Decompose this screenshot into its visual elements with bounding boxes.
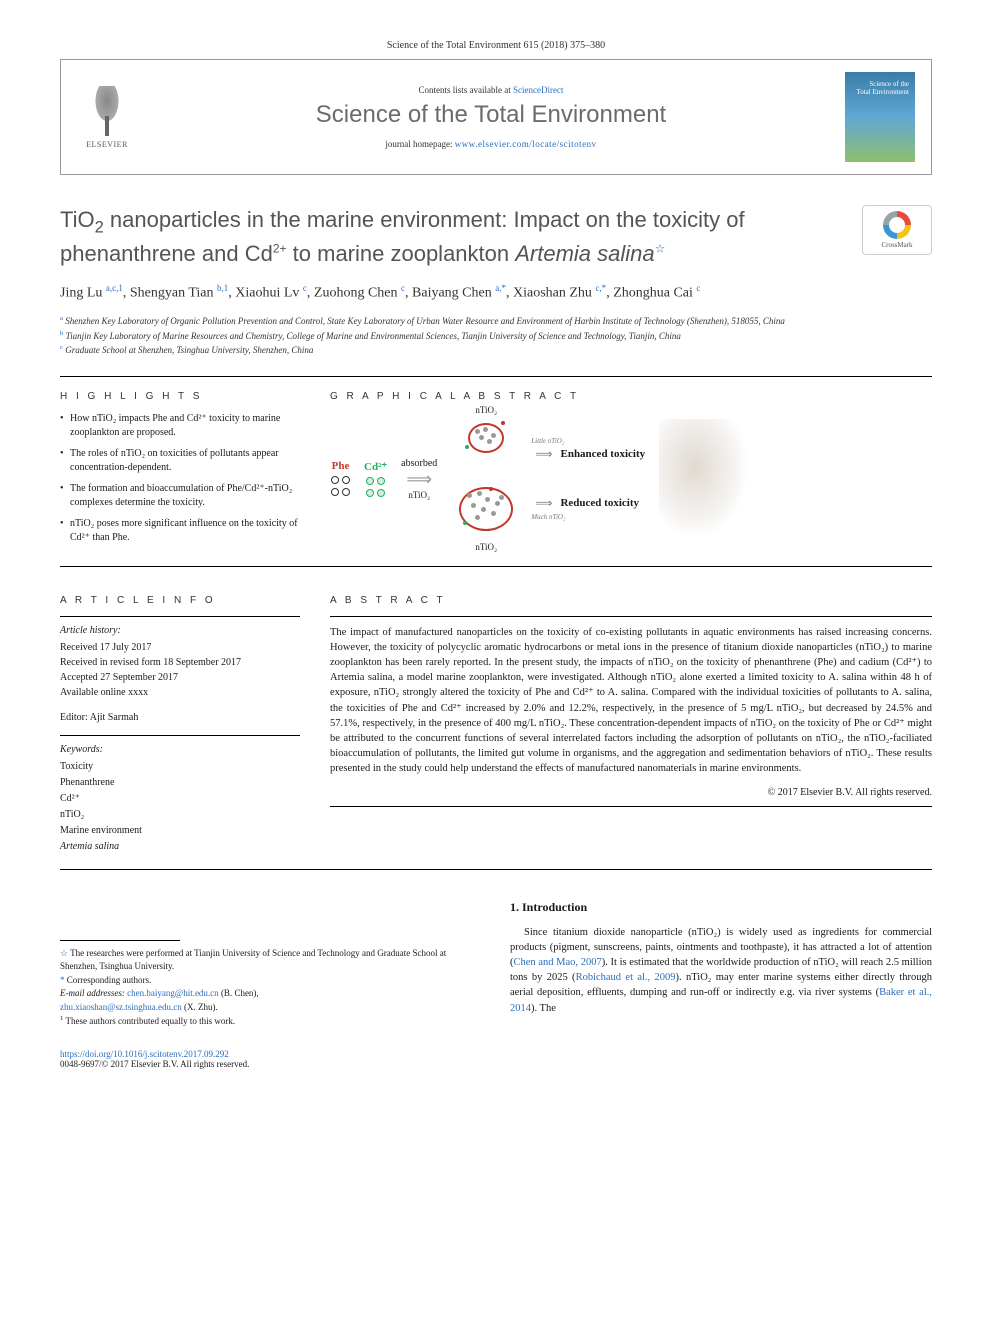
- keyword-item: Phenanthrene: [60, 775, 300, 791]
- cd-molecules: Cd²⁺: [364, 460, 387, 497]
- author-name: Baiyang Chen: [412, 286, 492, 301]
- author-name: Xiaohui Lv: [235, 286, 299, 301]
- crossmark-badge[interactable]: CrossMark: [862, 205, 932, 255]
- crossmark-label: CrossMark: [881, 241, 912, 249]
- highlight-item: nTiO₂ poses more significant influence o…: [60, 517, 300, 546]
- keyword-item: Toxicity: [60, 759, 300, 775]
- affiliation-line: b Tianjin Key Laboratory of Marine Resou…: [60, 329, 932, 344]
- author-affiliation-marker: a,c,1: [106, 283, 123, 293]
- author-affiliation-marker: c,*: [595, 283, 606, 293]
- highlights-list: How nTiO₂ impacts Phe and Cd²⁺ toxicity …: [60, 412, 300, 546]
- citation-link-2[interactable]: Robichaud et al., 2009: [576, 972, 676, 983]
- abstract-bottom-rule: [330, 806, 932, 807]
- journal-reference: Science of the Total Environment 615 (20…: [60, 40, 932, 51]
- email-link-2[interactable]: zhu.xiaoshan@sz.tsinghua.edu.cn: [60, 1002, 182, 1012]
- phe-label: Phe: [332, 460, 350, 472]
- abstract-heading: A B S T R A C T: [330, 595, 932, 606]
- keywords-list: ToxicityPhenanthreneCd²⁺nTiO₂Marine envi…: [60, 759, 300, 855]
- abstract-text: The impact of manufactured nanoparticles…: [330, 625, 932, 777]
- keyword-item: Artemia salina: [60, 839, 300, 855]
- email-link-1[interactable]: chen.baiyang@hit.edu.cn: [127, 988, 219, 998]
- affiliation-line: c Graduate School at Shenzhen, Tsinghua …: [60, 343, 932, 358]
- introduction-heading: 1. Introduction: [510, 900, 932, 915]
- author-name: Jing Lu: [60, 286, 102, 301]
- much-ntio2-label: Much nTiO₂: [531, 513, 565, 521]
- much-arrow-icon: ⟹ Much nTiO₂: [535, 496, 552, 511]
- elsevier-logo: ELSEVIER: [77, 77, 137, 157]
- citation-link-1[interactable]: Chen and Mao, 2007: [514, 957, 602, 968]
- author-name: Zuohong Chen: [314, 286, 398, 301]
- reduced-toxicity-label: Reduced toxicity: [560, 497, 639, 509]
- issn-line: 0048-9697/© 2017 Elsevier B.V. All right…: [60, 1059, 249, 1069]
- author-affiliation-marker: a,*: [495, 283, 506, 293]
- journal-homepage-line: journal homepage: www.elsevier.com/locat…: [157, 139, 825, 149]
- arrow-icon: ⟹: [406, 469, 432, 490]
- keyword-item: Cd²⁺: [60, 791, 300, 807]
- cd-label: Cd²⁺: [364, 460, 387, 473]
- ntio2-small-label: nTiO₂: [408, 490, 430, 500]
- keywords-rule: [60, 735, 300, 736]
- crossmark-icon: [883, 211, 911, 239]
- affiliations-list: a Shenzhen Key Laboratory of Organic Pol…: [60, 314, 932, 358]
- rule-top: [60, 376, 932, 377]
- footnotes-block: ☆ The researches were performed at Tianj…: [60, 940, 480, 1029]
- author-name: Zhonghua Cai: [613, 286, 693, 301]
- author-affiliation-marker: c: [696, 283, 700, 293]
- keyword-item: nTiO₂: [60, 807, 300, 823]
- elsevier-tree-icon: [87, 86, 127, 136]
- article-title: TiO2 nanoparticles in the marine environ…: [60, 205, 932, 268]
- graphical-abstract: Phe Cd²⁺ absorbed ⟹: [330, 412, 932, 546]
- info-rule: [60, 616, 300, 617]
- highlight-item: The roles of nTiO₂ on toxicities of poll…: [60, 447, 300, 476]
- highlight-item: The formation and bioaccumulation of Phe…: [60, 482, 300, 511]
- abstract-rule: [330, 616, 932, 617]
- keywords-label: Keywords:: [60, 744, 300, 755]
- elsevier-label: ELSEVIER: [86, 140, 128, 149]
- ntio2-cluster-big-label: nTiO₂: [475, 542, 497, 552]
- author-affiliation-marker: c: [401, 283, 405, 293]
- affiliation-line: a Shenzhen Key Laboratory of Organic Pol…: [60, 314, 932, 329]
- copyright-line: © 2017 Elsevier B.V. All rights reserved…: [330, 787, 932, 798]
- doi-link[interactable]: https://doi.org/10.1016/j.scitotenv.2017…: [60, 1049, 229, 1059]
- keyword-item: Marine environment: [60, 823, 300, 839]
- phe-molecules: Phe: [331, 460, 350, 497]
- highlight-item: How nTiO₂ impacts Phe and Cd²⁺ toxicity …: [60, 412, 300, 441]
- rule-mid: [60, 566, 932, 567]
- article-history-dates: Received 17 July 2017 Received in revise…: [60, 640, 300, 700]
- journal-header-box: ELSEVIER Contents lists available at Sci…: [60, 59, 932, 175]
- author-name: Shengyan Tian: [130, 286, 214, 301]
- homepage-prefix: journal homepage:: [385, 139, 454, 149]
- contents-available-line: Contents lists available at ScienceDirec…: [157, 85, 825, 95]
- graphical-abstract-heading: G R A P H I C A L A B S T R A C T: [330, 391, 932, 402]
- rule-bottom: [60, 869, 932, 870]
- journal-homepage-link[interactable]: www.elsevier.com/locate/scitotenv: [455, 139, 597, 149]
- author-affiliation-marker: b,1: [217, 283, 228, 293]
- author-affiliation-marker: c: [303, 283, 307, 293]
- nano-clusters: nTiO₂: [451, 419, 521, 538]
- highlights-heading: H I G H L I G H T S: [60, 391, 300, 402]
- editor-line: Editor: Ajit Sarmah: [60, 710, 300, 725]
- ntio2-cluster-label: nTiO₂: [475, 405, 497, 415]
- author-name: Xiaoshan Zhu: [513, 286, 592, 301]
- star-footnote: ☆ The researches were performed at Tianj…: [60, 947, 480, 974]
- enhanced-toxicity-label: Enhanced toxicity: [560, 448, 645, 460]
- cover-text: Science of theTotal Environment: [856, 80, 909, 97]
- corresponding-footnote: * Corresponding authors.: [60, 974, 480, 988]
- page-footer: https://doi.org/10.1016/j.scitotenv.2017…: [60, 1049, 480, 1069]
- little-ntio2-label: Little nTiO₂: [531, 437, 564, 445]
- article-history-label: Article history:: [60, 625, 300, 636]
- journal-cover-thumbnail: Science of theTotal Environment: [845, 72, 915, 162]
- absorbed-label: absorbed: [401, 458, 437, 469]
- introduction-text: Since titanium dioxide nanoparticle (nTi…: [510, 925, 932, 1016]
- equal-contribution-footnote: 1 These authors contributed equally to t…: [60, 1014, 480, 1029]
- artemia-organism-image: [659, 419, 749, 539]
- outcome-column: Little nTiO₂ ⟹ Enhanced toxicity ⟹ Much …: [535, 447, 645, 511]
- sciencedirect-link[interactable]: ScienceDirect: [513, 85, 563, 95]
- authors-list: Jing Lu a,c,1, Shengyan Tian b,1, Xiaohu…: [60, 282, 932, 304]
- email-footnote: E-mail addresses: chen.baiyang@hit.edu.c…: [60, 987, 480, 1014]
- little-arrow-icon: Little nTiO₂ ⟹: [535, 447, 552, 462]
- article-info-heading: A R T I C L E I N F O: [60, 595, 300, 606]
- journal-title: Science of the Total Environment: [157, 101, 825, 129]
- contents-prefix: Contents lists available at: [419, 85, 513, 95]
